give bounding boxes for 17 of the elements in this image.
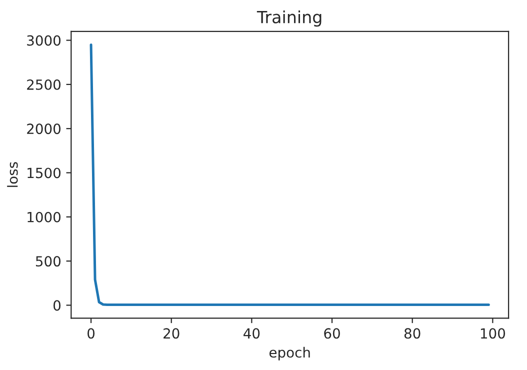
x-tick-label: 0 bbox=[88, 328, 95, 339]
x-tick-label: 80 bbox=[404, 328, 420, 339]
y-tick-label: 1500 bbox=[28, 168, 60, 178]
chart-title: Training bbox=[256, 10, 322, 27]
y-tick-label: 3000 bbox=[27, 35, 60, 46]
x-tick-label: 100 bbox=[480, 328, 506, 339]
line-series bbox=[90, 43, 490, 306]
y-tick-label: 2000 bbox=[27, 124, 60, 134]
x-tick-label: 40 bbox=[244, 328, 260, 339]
y-tick-label: 1000 bbox=[28, 212, 60, 222]
x-tick-label: 20 bbox=[164, 328, 180, 339]
y-tick-label: 0 bbox=[54, 300, 60, 311]
y-tick-label: 2500 bbox=[27, 79, 60, 90]
y-tick-label: 500 bbox=[36, 256, 60, 267]
y-axis-title: loss bbox=[7, 162, 18, 187]
x-axis-title: epoch bbox=[269, 346, 310, 360]
x-tick-label: 60 bbox=[324, 328, 340, 339]
